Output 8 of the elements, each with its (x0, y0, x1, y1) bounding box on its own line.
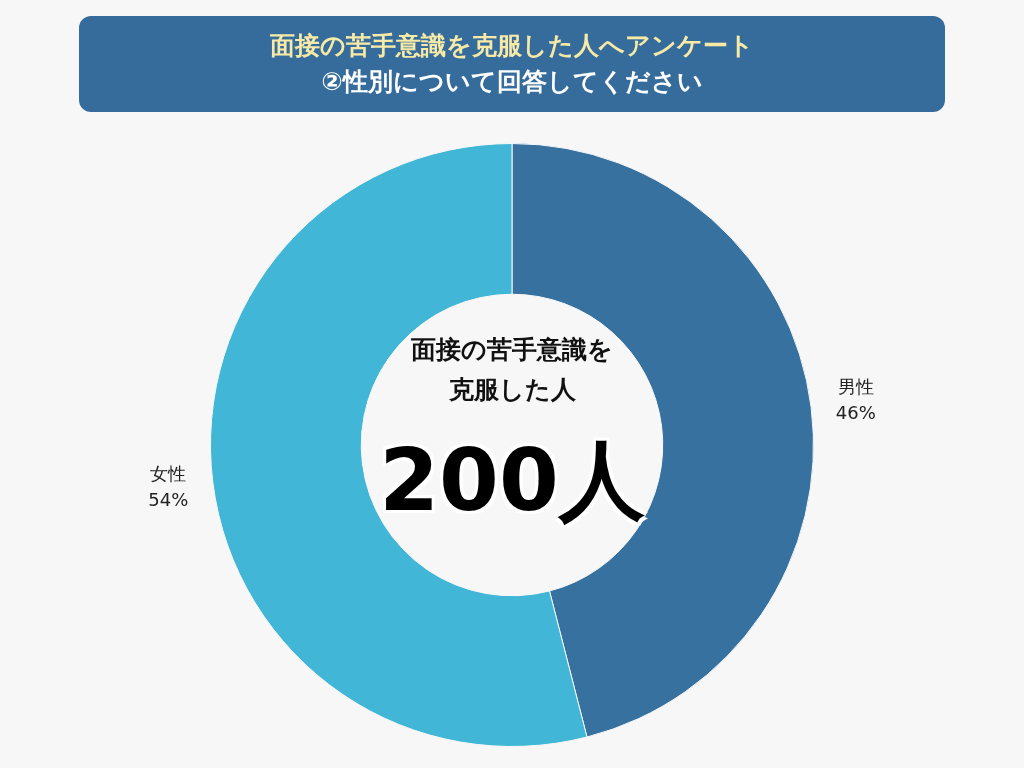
text: 面接の苦手意識を克服した人 (410, 334, 614, 406)
slice-label: 女性 (150, 463, 187, 485)
chart-title: 面接の苦手意識を克服した人へアンケート (270, 30, 754, 62)
text: 200人 (378, 429, 646, 532)
data-label: 54% (148, 489, 189, 511)
slice-label: 男性 (837, 376, 874, 398)
chart-subtitle: ②性別について回答してください (321, 66, 703, 98)
data-label: 46% (835, 402, 876, 424)
